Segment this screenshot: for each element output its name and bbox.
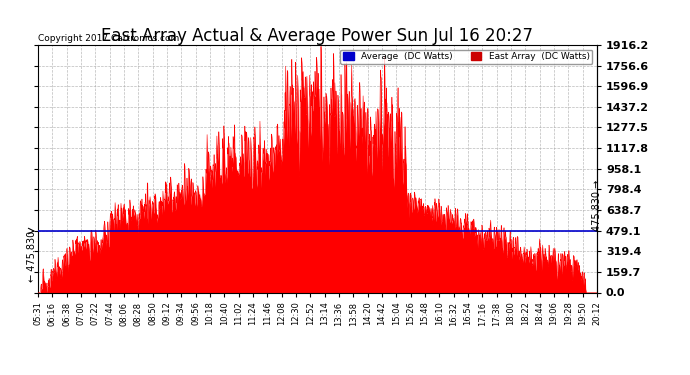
Text: 475.830 →: 475.830 →	[592, 180, 602, 231]
Title: East Array Actual & Average Power Sun Jul 16 20:27: East Array Actual & Average Power Sun Ju…	[101, 27, 533, 45]
Text: ← 475.830: ← 475.830	[28, 231, 37, 282]
Legend: Average  (DC Watts), East Array  (DC Watts): Average (DC Watts), East Array (DC Watts…	[340, 50, 592, 64]
Text: Copyright 2017 Cartronics.com: Copyright 2017 Cartronics.com	[38, 34, 179, 43]
